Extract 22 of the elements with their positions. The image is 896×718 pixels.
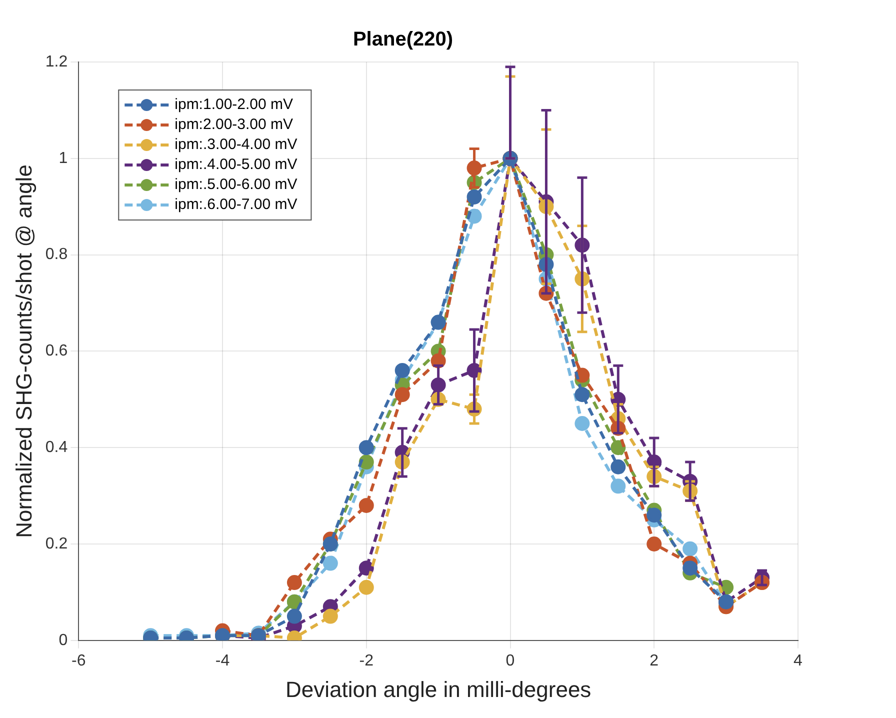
y-axis-title: Normalized SHG-counts/shot @ angle — [11, 164, 36, 538]
y-tick-label: 1.2 — [45, 53, 68, 70]
legend-label: ipm:2.00-3.00 mV — [174, 116, 294, 134]
x-tick-label: 4 — [794, 652, 803, 670]
y-tick-label: 0.6 — [45, 342, 68, 360]
legend-label: ipm:1.00-2.00 mV — [174, 96, 294, 114]
y-tick-label: 0 — [58, 632, 68, 649]
x-axis-title: Deviation angle in milli-degrees — [285, 676, 592, 702]
chart-title: Plane(220) — [352, 28, 454, 51]
x-tick-label: -6 — [72, 652, 86, 670]
x-tick-label: 0 — [506, 652, 515, 670]
x-tick-label: -2 — [359, 652, 374, 670]
y-tick-label: 0.4 — [45, 439, 68, 456]
y-tick-label: 0.8 — [45, 246, 68, 264]
x-tick-label: -4 — [215, 652, 230, 670]
legend-label: ipm:.4.00-5.00 mV — [174, 156, 298, 174]
legend-label: ipm:.3.00-4.00 mV — [174, 136, 298, 154]
y-tick-label: 0.2 — [45, 535, 68, 552]
legend-label: ipm:.6.00-7.00 mV — [174, 196, 298, 214]
legend-label: ipm:.5.00-6.00 mV — [174, 176, 298, 194]
x-tick-label: 2 — [650, 652, 659, 670]
y-tick-label: 1 — [58, 150, 68, 167]
